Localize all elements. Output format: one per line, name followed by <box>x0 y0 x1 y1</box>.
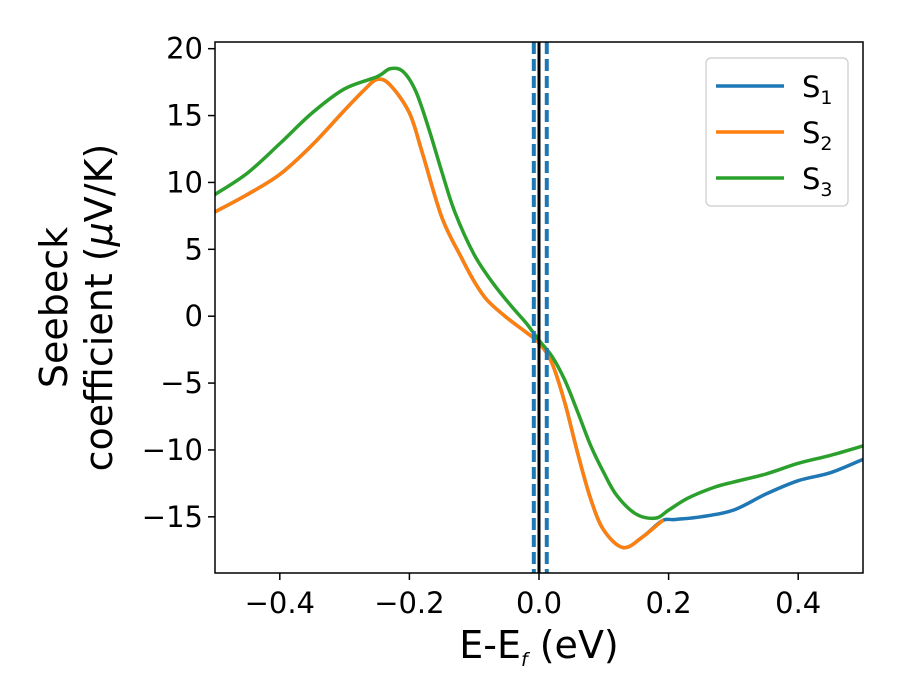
x-tick-label: 0.2 <box>646 586 692 620</box>
y-tick-label: 20 <box>166 32 203 66</box>
y-axis-title-suffix: V/K) <box>77 144 121 223</box>
x-tick-label: 0.0 <box>516 586 562 620</box>
legend-label-s3: S3 <box>802 162 833 201</box>
plot-content <box>215 42 863 573</box>
y-tick-label: 0 <box>185 299 203 333</box>
y-tick-label: 15 <box>166 99 203 133</box>
x-axis-title-unit: (eV) <box>528 623 619 667</box>
y-tick-label: 10 <box>166 165 203 199</box>
x-ticks: −0.4 −0.2 0.0 0.2 0.4 <box>245 573 821 620</box>
x-axis-title: E-Ef (eV) <box>459 623 619 671</box>
y-axis-title-prefix: coefficient ( <box>77 246 121 471</box>
x-tick-label: 0.4 <box>775 586 821 620</box>
y-tick-label: −15 <box>142 500 203 534</box>
legend: S1 S2 S3 <box>705 57 849 207</box>
x-tick-label: −0.4 <box>245 586 315 620</box>
legend-label-s1: S1 <box>802 70 833 109</box>
y-tick-label: −5 <box>160 366 203 400</box>
y-axis-title-line1: Seebeck <box>32 227 76 388</box>
x-tick-label: −0.2 <box>374 586 444 620</box>
y-axis-title-mu: μ <box>77 222 121 247</box>
x-axis-title-subscript: f <box>521 649 531 671</box>
y-tick-label: −10 <box>142 433 203 467</box>
legend-label-s2: S2 <box>802 116 833 155</box>
y-ticks: 20 15 10 5 0 −5 −10 −15 <box>142 32 215 534</box>
y-axis-title-line2: coefficient (μV/K) <box>77 144 121 472</box>
x-axis-title-main: E-E <box>459 623 521 667</box>
series-line-s2 <box>215 77 664 550</box>
y-tick-label: 5 <box>185 232 203 266</box>
